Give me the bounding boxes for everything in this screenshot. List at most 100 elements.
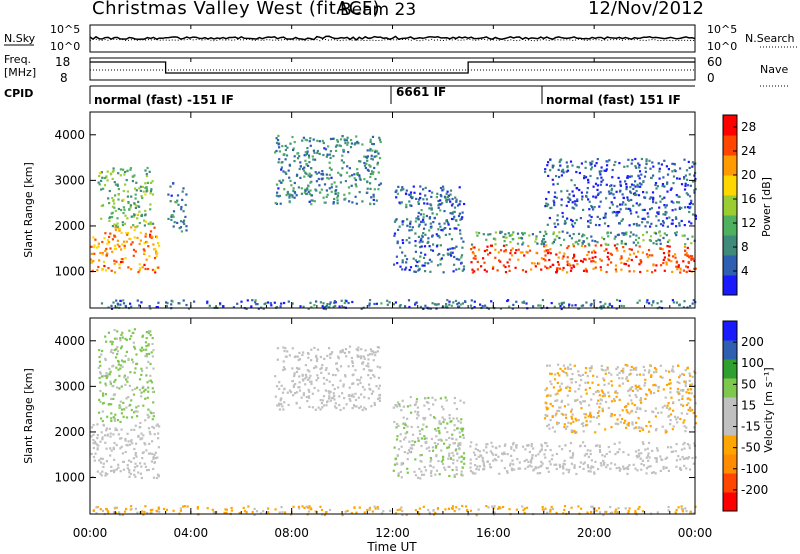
echo-cell — [571, 378, 574, 381]
echo-cell — [444, 227, 447, 230]
echo-cell — [365, 162, 368, 165]
echo-cell — [644, 381, 647, 385]
echo-cell — [339, 365, 343, 368]
echo-cell — [439, 263, 442, 266]
echo-cell — [693, 259, 696, 262]
echo-cell — [602, 377, 605, 380]
echo-cell — [418, 467, 421, 470]
echo-cell — [326, 193, 329, 196]
echo-cell — [633, 427, 636, 430]
echo-cell — [434, 428, 437, 431]
echo-cell — [132, 393, 136, 396]
echo-cell — [278, 387, 281, 390]
echo-cell — [443, 418, 446, 421]
echo-cell — [638, 299, 641, 302]
echo-cell — [581, 235, 584, 238]
y-tick-label: 3000 — [54, 379, 85, 393]
echo-cell — [427, 262, 430, 265]
echo-cell — [606, 366, 609, 369]
echo-cell — [511, 233, 514, 236]
echo-cell — [559, 465, 562, 468]
echo-cell — [621, 203, 624, 206]
echo-cell — [524, 467, 527, 470]
echo-cell — [515, 508, 518, 511]
echo-cell — [543, 417, 547, 420]
echo-cell — [678, 303, 681, 306]
echo-cell — [396, 423, 399, 426]
echo-cell — [430, 458, 433, 461]
echo-cell — [630, 212, 633, 215]
echo-cell — [613, 399, 616, 402]
echo-cell — [691, 203, 694, 206]
echo-cell — [416, 406, 419, 409]
echo-cell — [592, 374, 595, 377]
echo-cell — [397, 185, 400, 188]
echo-cell — [568, 197, 571, 200]
echo-cell — [148, 305, 151, 308]
echo-cell — [90, 452, 93, 456]
echo-cell — [689, 374, 692, 377]
echo-cell — [362, 368, 365, 371]
echo-cell — [405, 513, 408, 516]
echo-cell — [420, 237, 423, 240]
echo-cell — [124, 337, 127, 340]
echo-cell — [399, 265, 402, 268]
echo-cell — [586, 187, 589, 190]
echo-cell — [146, 241, 149, 244]
echo-cell — [506, 471, 509, 474]
echo-cell — [501, 452, 504, 456]
echo-cell — [666, 404, 669, 407]
echo-cell — [312, 138, 315, 141]
echo-cell — [606, 368, 609, 371]
echo-cell — [553, 201, 556, 204]
echo-cell — [395, 189, 398, 192]
echo-cell — [368, 506, 371, 510]
echo-cell — [322, 302, 325, 305]
echo-cell — [618, 210, 621, 214]
echo-cell — [400, 476, 403, 479]
echo-cell — [144, 182, 147, 185]
echo-cell — [416, 417, 419, 420]
echo-cell — [491, 445, 494, 448]
echo-cell — [117, 360, 120, 363]
echo-cell — [94, 442, 97, 445]
echo-cell — [545, 442, 548, 445]
echo-cell — [662, 224, 665, 227]
echo-cell — [453, 247, 456, 250]
echo-cell — [629, 369, 632, 372]
echo-cell — [117, 363, 120, 366]
echo-cell — [127, 201, 130, 205]
echo-cell — [96, 423, 99, 426]
echo-cell — [546, 252, 549, 255]
echo-cell — [611, 168, 614, 172]
echo-cell — [180, 220, 183, 223]
echo-cell — [662, 176, 665, 179]
echo-cell — [308, 200, 311, 203]
echo-cell — [94, 452, 97, 455]
echo-cell — [310, 199, 313, 202]
echo-cell — [634, 368, 638, 371]
echo-cell — [277, 195, 280, 198]
echo-cell — [335, 185, 338, 188]
echo-cell — [156, 510, 159, 513]
echo-cell — [601, 179, 605, 182]
echo-cell — [406, 431, 409, 434]
echo-cell — [125, 443, 128, 447]
echo-cell — [132, 457, 135, 460]
echo-cell — [563, 305, 566, 308]
echo-cell — [97, 242, 100, 245]
echo-cell — [275, 141, 279, 144]
echo-cell — [140, 350, 143, 353]
echo-cell — [153, 453, 156, 456]
echo-cell — [584, 267, 587, 270]
echo-cell — [618, 469, 621, 472]
echo-cell — [548, 258, 551, 262]
echo-cell — [307, 156, 311, 159]
echo-cell — [486, 443, 489, 446]
echo-cell — [679, 271, 682, 274]
echo-cell — [677, 364, 680, 367]
echo-cell — [594, 261, 597, 264]
echo-cell — [92, 509, 95, 512]
echo-cell — [430, 260, 433, 263]
echo-cell — [455, 448, 458, 451]
